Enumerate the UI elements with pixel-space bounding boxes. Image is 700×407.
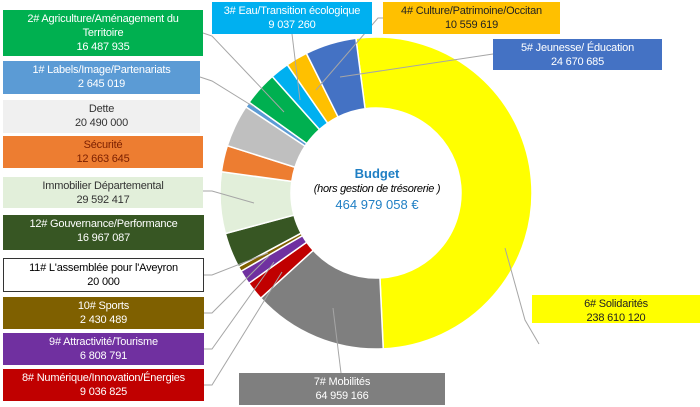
slice-label-value: 10 559 619 bbox=[444, 19, 499, 31]
slice-label-value: 24 670 685 bbox=[550, 56, 605, 68]
slice-label-box: 11# L'assemblée pour l'Aveyron 20 000 bbox=[3, 258, 204, 292]
leader-line bbox=[203, 190, 255, 204]
slice-label-box: 12# Gouvernance/Performance 16 967 087 bbox=[3, 215, 204, 250]
slice-label-value: 6 808 791 bbox=[79, 350, 128, 362]
leader-line bbox=[202, 32, 285, 113]
slice-label-name: Immobilier Départemental bbox=[42, 180, 164, 192]
center-total: 464 979 058 € bbox=[335, 197, 419, 212]
slice-label-value: 16 487 935 bbox=[76, 41, 130, 53]
slice-label-box: Immobilier Départemental 29 592 417 bbox=[3, 177, 203, 208]
slice-label-name: 5# Jeunesse/ Éducation bbox=[520, 42, 635, 54]
slice-label-value: 20 000 bbox=[87, 276, 120, 288]
slice-label-box: 5# Jeunesse/ Éducation 24 670 685 bbox=[493, 39, 662, 70]
leader-line bbox=[339, 53, 494, 78]
slice-label-name: Sécurité bbox=[83, 139, 123, 151]
slice-label-box: 1# Labels/Image/Partenariats 2 645 019 bbox=[3, 61, 200, 94]
slice-label-box: 6# Solidarités 238 610 120 bbox=[532, 295, 700, 324]
leader-line bbox=[199, 76, 255, 108]
slice-label-box: 10# Sports 2 430 489 bbox=[3, 297, 204, 329]
leader-line bbox=[204, 271, 283, 386]
slice-label-value: 2 645 019 bbox=[77, 78, 126, 90]
slice-label-box: 4# Culture/Patrimoine/Occitan 10 559 619 bbox=[383, 2, 560, 34]
slice-label-name: 3# Eau/Transition écologique bbox=[223, 5, 361, 17]
leader-line bbox=[204, 261, 275, 350]
slice-label-box: Sécurité 12 663 645 bbox=[3, 136, 203, 168]
slice-label-value: 12 663 645 bbox=[76, 153, 130, 165]
slice-label-box: 3# Eau/Transition écologique 9 037 260 bbox=[212, 2, 372, 34]
donut-center-label: Budget (hors gestion de trésorerie ) 464… bbox=[296, 166, 458, 213]
leader-line bbox=[291, 33, 301, 101]
slice-label-name: 7# Mobilités bbox=[313, 376, 371, 388]
donut-slice bbox=[355, 36, 533, 350]
slice-label-box: 8# Numérique/Innovation/Énergies 9 036 82… bbox=[3, 369, 204, 401]
slice-label-name: 11# L'assemblée pour l'Aveyron bbox=[29, 262, 178, 274]
leader-line bbox=[204, 252, 269, 276]
slice-label-value: 2 430 489 bbox=[79, 314, 128, 326]
slice-label-value: 9 036 825 bbox=[79, 386, 128, 398]
donut-slices bbox=[219, 36, 533, 350]
slice-label-name: 1# Labels/Image/Partenariats bbox=[32, 64, 171, 76]
slice-label-value: 238 610 120 bbox=[586, 312, 646, 324]
leader-line bbox=[504, 247, 540, 345]
slice-label-box: 2# Agriculture/Aménagement du Territoire… bbox=[3, 10, 203, 56]
slice-label-value: 9 037 260 bbox=[268, 19, 316, 31]
slice-label-value: 29 592 417 bbox=[76, 194, 130, 206]
slice-label-box: 9# Attractivité/Tourisme 6 808 791 bbox=[3, 333, 204, 365]
slice-label-name: 9# Attractivité/Tourisme bbox=[49, 336, 158, 348]
leader-line bbox=[204, 255, 270, 314]
leader-line bbox=[315, 17, 383, 91]
slice-label-name: 8# Numérique/Innovation/Énergies bbox=[22, 372, 185, 384]
slice-label-name: Dette bbox=[88, 103, 115, 115]
slice-label-name: 2# Agriculture/Aménagement du Territoire bbox=[27, 13, 179, 39]
slice-label-name: 4# Culture/Patrimoine/Occitan bbox=[401, 5, 542, 17]
slice-label-name: 6# Solidarités bbox=[584, 298, 648, 310]
slice-label-name: 10# Sports bbox=[77, 300, 130, 312]
leader-line bbox=[332, 307, 342, 374]
center-subtitle: (hors gestion de trésorerie ) bbox=[313, 183, 441, 195]
slice-label-value: 64 959 166 bbox=[315, 390, 369, 402]
slice-label-value: 20 490 000 bbox=[74, 117, 129, 129]
center-title: Budget bbox=[354, 166, 400, 181]
leader-lines bbox=[199, 17, 540, 386]
slice-label-name: 12# Gouvernance/Performance bbox=[29, 218, 178, 230]
slice-label-box: 7# Mobilités 64 959 166 bbox=[239, 373, 445, 405]
slice-label-box: Dette 20 490 000 bbox=[3, 100, 200, 133]
slice-label-value: 16 967 087 bbox=[76, 232, 131, 244]
